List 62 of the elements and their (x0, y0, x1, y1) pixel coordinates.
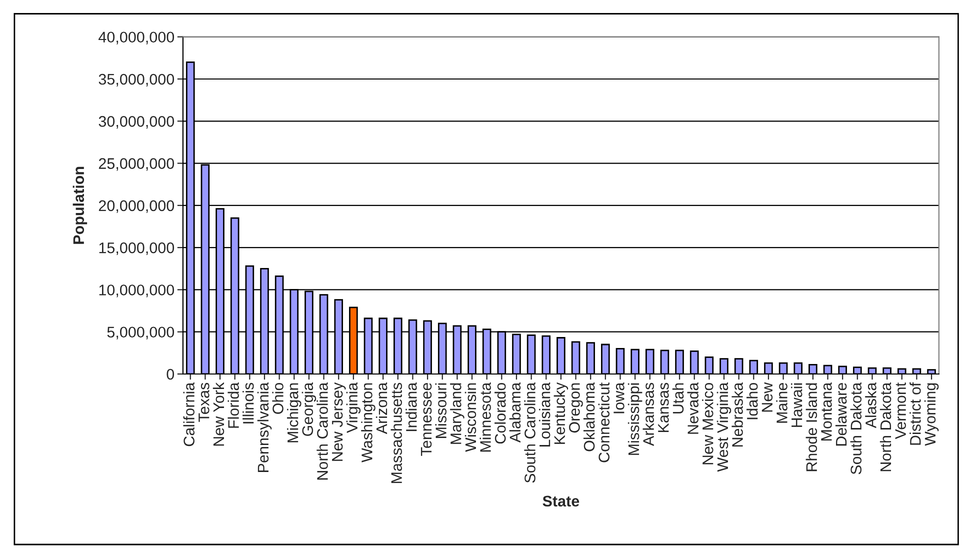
y-tick-label: 20,000,000 (98, 200, 174, 213)
y-tick-label: 5,000,000 (107, 326, 174, 340)
x-tick-label: Missouri (435, 383, 446, 438)
x-tick-label: Pennsylvania (257, 382, 272, 472)
y-tick-label: 40,000,000 (98, 32, 174, 44)
x-tick-label: Illinois (242, 382, 254, 424)
x-tick-label: Rhode Island (806, 383, 818, 472)
x-tick-label: Utah (672, 383, 684, 414)
x-tick-label: Alabama (509, 382, 521, 443)
x-tick-label: Vermont (895, 382, 906, 440)
x-tick-label: Idaho (746, 382, 758, 420)
x-tick-label: New Jersey (332, 382, 346, 461)
x-tick-label: Mississippi (628, 383, 642, 455)
x-tick-label: Alaska (865, 382, 876, 428)
x-tick-label: South Dakota (850, 382, 862, 474)
x-tick-label: Colorado (494, 382, 506, 444)
x-tick-label: North Dakota (880, 382, 892, 472)
x-tick-label: North Carolina (316, 382, 328, 480)
x-tick-label: New York (212, 382, 224, 446)
x-tick-label: Florida (228, 382, 239, 428)
y-tick-label: 10,000,000 (99, 284, 174, 298)
x-tick-label: Maine (776, 383, 788, 423)
x-tick-label: Virginia (346, 382, 361, 433)
x-tick-label: Kansas (658, 382, 669, 432)
x-tick-label: Wyoming (924, 383, 939, 446)
x-tick-label: Iowa (614, 382, 624, 414)
x-tick-label: Louisiana (539, 382, 550, 446)
x-axis-title: State (542, 496, 580, 507)
x-tick-label: Oregon (569, 383, 583, 433)
y-tick-label: 0 (166, 368, 174, 380)
x-tick-label: Kentucky (554, 382, 568, 444)
x-tick-label: New Mexico (702, 382, 714, 464)
x-tick-label: South Carolina (524, 382, 536, 483)
x-tick-label: Wisconsin (464, 383, 476, 452)
x-tick-label: Arizona (376, 382, 388, 434)
x-tick-label: District of (910, 382, 921, 445)
x-tick-label: New (762, 382, 773, 412)
x-tick-label: Massachusetts (390, 382, 402, 483)
x-tick-label: Nevada (687, 382, 698, 434)
x-tick-label: Hawaii (790, 383, 802, 427)
x-tick-label: Ohio (272, 382, 284, 414)
x-tick-label: Minnesota (480, 382, 491, 452)
x-tick-label: Indiana (406, 382, 417, 432)
x-tick-label: Arkansas (642, 382, 654, 446)
x-tick-label: Washington (361, 383, 376, 462)
y-axis-title: Population (72, 166, 88, 244)
x-tick-label: Connecticut (598, 382, 610, 462)
x-tick-label: California (183, 382, 194, 446)
y-tick-label: 25,000,000 (98, 158, 174, 171)
x-tick-label: Tennessee (420, 383, 432, 456)
x-tick-label: Delaware (835, 383, 847, 446)
x-tick-label: Nebraska (732, 382, 743, 446)
x-tick-label: West Virginia (716, 382, 732, 472)
x-tick-label: Texas (198, 382, 210, 422)
y-tick-label: 15,000,000 (99, 242, 174, 256)
x-tick-label: Maryland (450, 383, 464, 444)
x-tick-label: Montana (821, 382, 832, 441)
x-tick-label: Michigan (287, 383, 302, 442)
x-tick-label: Oklahoma (583, 382, 595, 452)
y-tick-label: 35,000,000 (98, 74, 174, 86)
x-tick-label: Georgia (302, 382, 316, 436)
y-tick-label: 30,000,000 (98, 116, 174, 129)
